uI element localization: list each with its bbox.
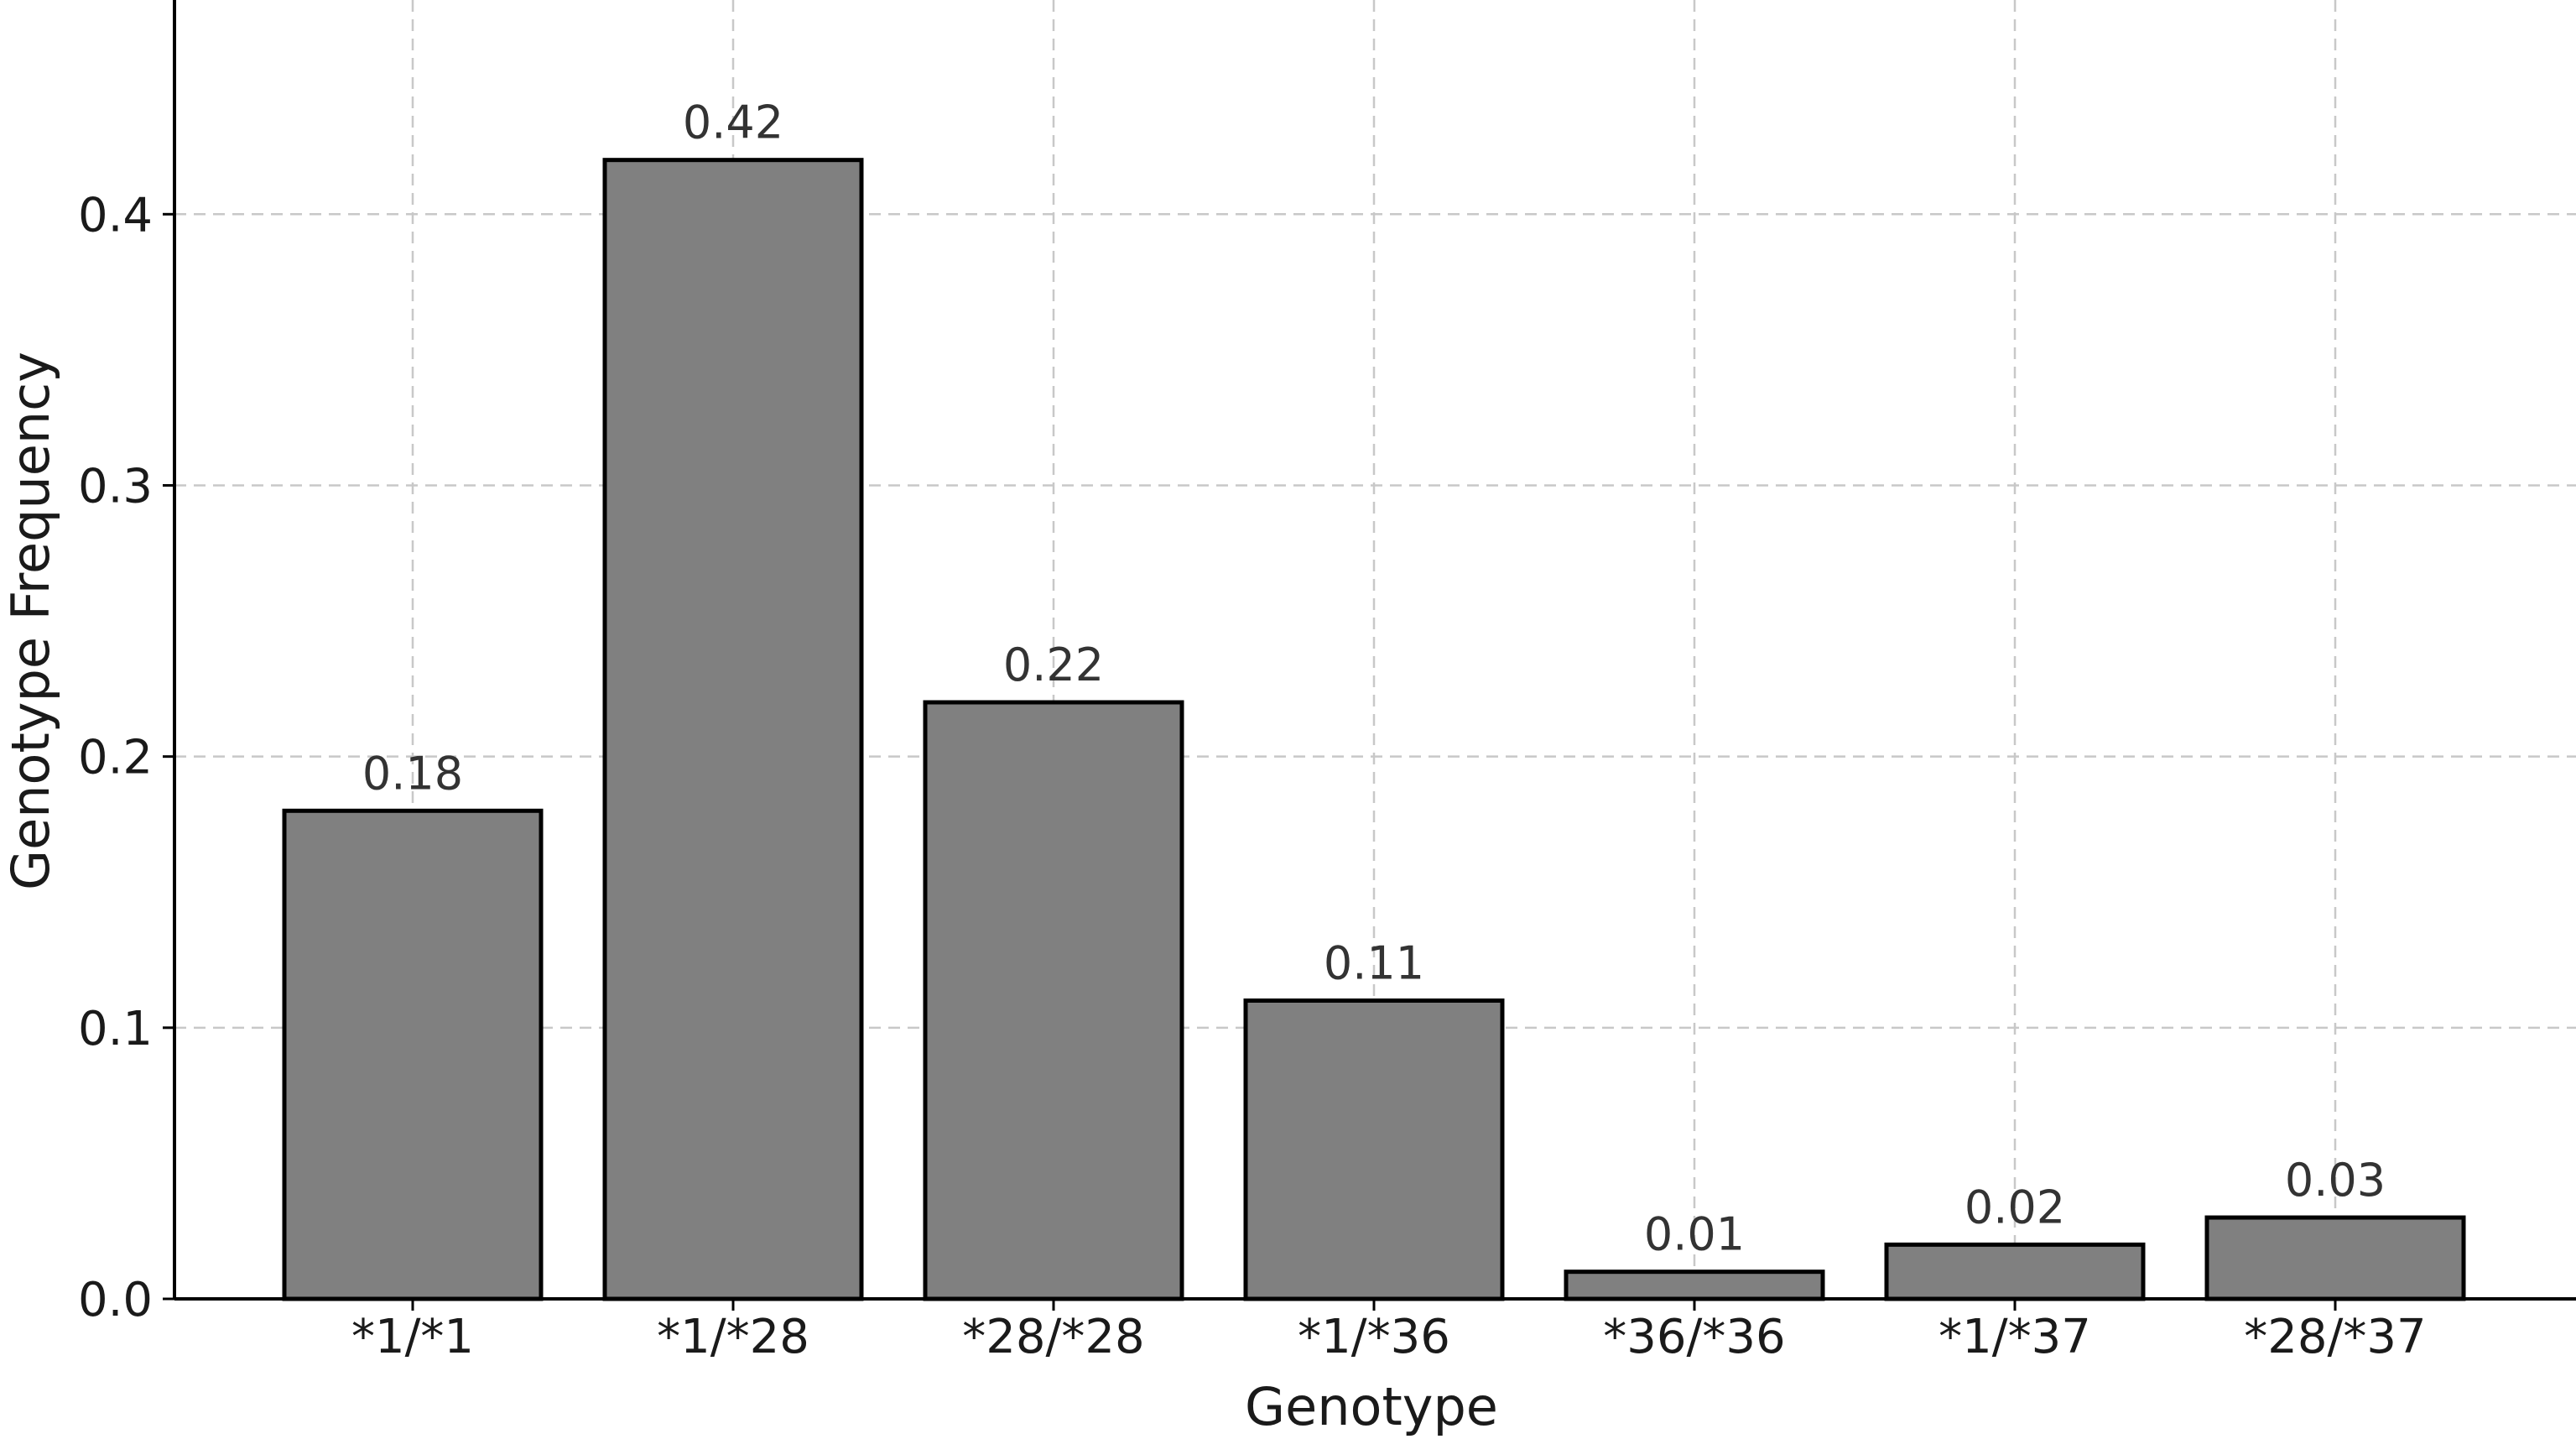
x-tick-label: *28/*37: [2244, 1310, 2426, 1364]
bar-value-label: 0.02: [1965, 1181, 2065, 1233]
bar-value-label: 0.11: [1324, 937, 1424, 990]
x-tick-label: *1/*37: [1939, 1310, 2091, 1364]
bar-value-labels: 0.18 0.42 0.22 0.11 0.01 0.02 0.03: [362, 96, 2386, 1261]
bar-*36/*36: [1564, 1270, 1825, 1301]
y-tick-label: 0.0: [78, 1273, 153, 1327]
x-tick-label: *1/*1: [351, 1310, 474, 1364]
x-tick-label: *1/*36: [1298, 1310, 1450, 1364]
bar-*1/*28: [602, 158, 864, 1301]
y-tick-label: 0.3: [78, 459, 153, 514]
x-tick-label: *1/*28: [657, 1310, 809, 1364]
x-tick-label: *28/*28: [962, 1310, 1144, 1364]
y-tick-label: 0.1: [78, 1002, 153, 1056]
ticks: 0.0 0.1 0.2 0.3 0.4 *1/*1 *1/*28 *28/*28 *1/*36 *…: [78, 188, 2427, 1364]
bar-value-label: 0.42: [683, 96, 783, 149]
bar-value-label: 0.18: [362, 747, 463, 800]
bar-*28/*37: [2204, 1215, 2466, 1301]
bar-*1/*1: [282, 808, 544, 1301]
bar-*1/*36: [1243, 998, 1505, 1301]
bar-*1/*37: [1884, 1242, 2146, 1301]
x-tick-label: *36/*36: [1603, 1310, 1785, 1364]
y-tick-label: 0.2: [78, 731, 153, 785]
bars: [282, 158, 2466, 1301]
y-axis-title: Genotype Frequency: [0, 352, 61, 890]
y-tick-label: 0.4: [78, 188, 153, 242]
bar-value-label: 0.03: [2285, 1154, 2386, 1207]
bar-value-label: 0.01: [1644, 1208, 1745, 1261]
bar-value-label: 0.22: [1003, 639, 1104, 691]
bar-*28/*28: [923, 700, 1184, 1301]
x-axis-title: Genotype: [1245, 1376, 1498, 1437]
